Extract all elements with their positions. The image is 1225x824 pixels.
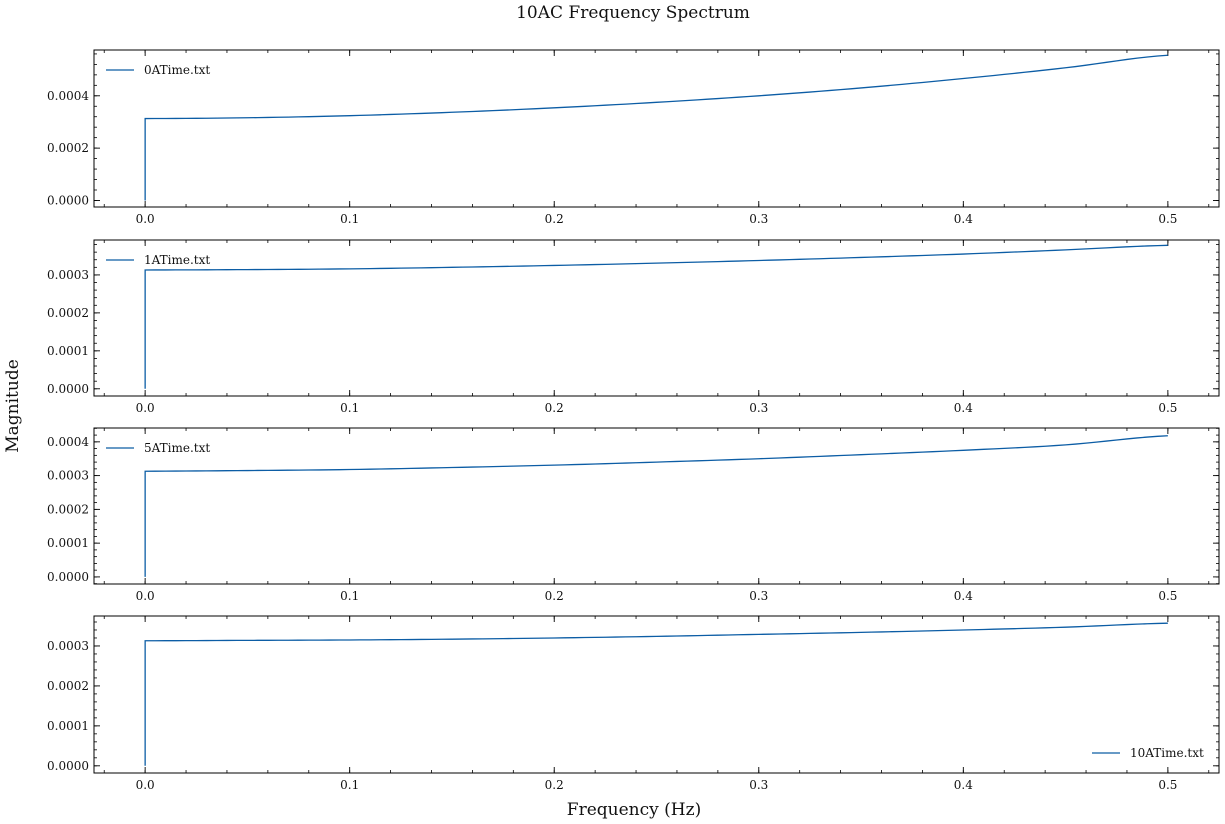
x-tick-label: 0.5 xyxy=(1158,589,1177,603)
subplot-2: 0.0 0.1 0.2 0.3 0.4 0.5 0.0000 0.0001 0.0002 0.00… xyxy=(47,239,1220,415)
x-tick-label: 0.5 xyxy=(1158,401,1177,415)
x-tick-label: 0.2 xyxy=(545,401,564,415)
y-tick-label: 0.0001 xyxy=(47,536,89,550)
legend-label: 1ATime.txt xyxy=(144,253,210,267)
x-tick-label: 0.0 xyxy=(136,401,155,415)
x-tick-label: 0.4 xyxy=(954,212,973,226)
axes-frame xyxy=(93,427,1220,585)
legend-label: 5ATime.txt xyxy=(144,441,210,455)
y-tick-label: 0.0004 xyxy=(47,89,89,103)
x-tick-label: 0.1 xyxy=(340,212,359,226)
y-tick-label: 0.0000 xyxy=(47,193,89,207)
y-tick-label: 0.0001 xyxy=(47,719,89,733)
figure-title: 10AC Frequency Spectrum xyxy=(516,3,750,23)
x-tick-label: 0.2 xyxy=(545,778,564,792)
y-tick-label: 0.0001 xyxy=(47,344,89,358)
x-tick-label: 0.4 xyxy=(954,778,973,792)
x-tick-label: 0.1 xyxy=(340,778,359,792)
axes-frame xyxy=(93,49,1220,208)
x-tick-label: 0.2 xyxy=(545,589,564,603)
y-tick-label: 0.0000 xyxy=(47,382,89,396)
y-tick-label: 0.0000 xyxy=(47,759,89,773)
series-line-3 xyxy=(144,435,1168,577)
x-tick-label: 0.3 xyxy=(749,778,768,792)
x-tick-label: 0.5 xyxy=(1158,778,1177,792)
subplot-3: 0.0 0.1 0.2 0.3 0.4 0.5 0.0000 0.0001 0.0002 0.00… xyxy=(47,427,1220,603)
x-tick-label: 0.0 xyxy=(136,778,155,792)
y-tick-label: 0.0002 xyxy=(47,141,89,155)
x-tick-label: 0.0 xyxy=(136,212,155,226)
y-tick-label: 0.0003 xyxy=(47,639,89,653)
x-tick-label: 0.0 xyxy=(136,589,155,603)
y-tick-label: 0.0003 xyxy=(47,469,89,483)
y-tick-label: 0.0002 xyxy=(47,306,89,320)
x-tick-label: 0.3 xyxy=(749,589,768,603)
x-tick-label: 0.3 xyxy=(749,212,768,226)
series-line-1 xyxy=(144,54,1168,201)
axes-frame xyxy=(93,615,1220,774)
subplot-1: 0.0 0.1 0.2 0.3 0.4 0.5 0.0000 0.0002 0.0004 0ATi… xyxy=(47,49,1220,226)
x-tick-label: 0.1 xyxy=(340,589,359,603)
y-tick-label: 0.0002 xyxy=(47,502,89,516)
subplot-panels: 0.0 0.1 0.2 0.3 0.4 0.5 0.0000 0.0002 0.0004 0ATi… xyxy=(47,49,1220,792)
y-tick-label: 0.0000 xyxy=(47,570,89,584)
y-axis-label: Magnitude xyxy=(3,359,23,453)
series-line-2 xyxy=(144,244,1168,389)
x-tick-label: 0.5 xyxy=(1158,212,1177,226)
legend-label: 10ATime.txt xyxy=(1130,746,1204,760)
x-tick-label: 0.2 xyxy=(545,212,564,226)
axes-frame xyxy=(93,239,1220,397)
series-line-4 xyxy=(144,622,1168,766)
x-axis-label: Frequency (Hz) xyxy=(567,800,701,820)
subplot-4: 0.0 0.1 0.2 0.3 0.4 0.5 0.0000 0.0001 0.0002 0.00… xyxy=(47,615,1220,792)
y-tick-label: 0.0003 xyxy=(47,268,89,282)
y-tick-label: 0.0002 xyxy=(47,679,89,693)
y-tick-label: 0.0004 xyxy=(47,435,89,449)
x-tick-label: 0.4 xyxy=(954,401,973,415)
x-tick-label: 0.4 xyxy=(954,589,973,603)
legend-label: 0ATime.txt xyxy=(144,63,210,77)
x-tick-label: 0.1 xyxy=(340,401,359,415)
x-tick-label: 0.3 xyxy=(749,401,768,415)
